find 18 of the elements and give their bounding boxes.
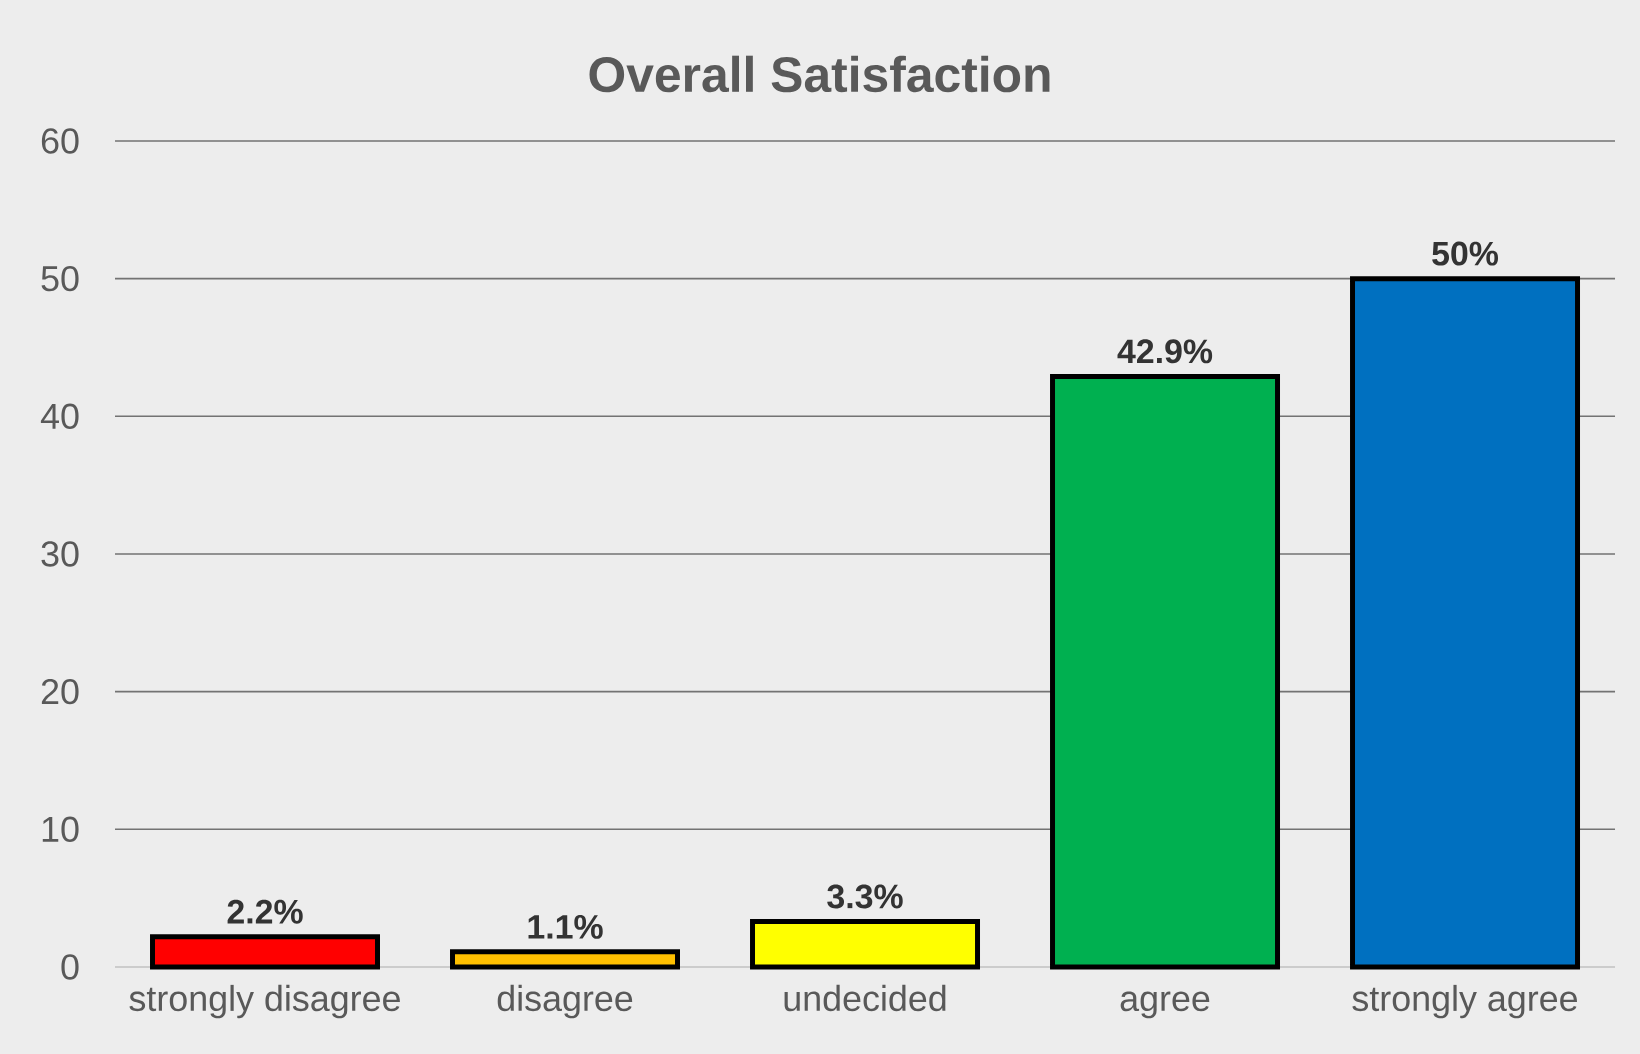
x-tick-label: disagree	[497, 984, 633, 1019]
data-label: 3.3%	[827, 884, 903, 909]
y-tick-label: 20	[41, 678, 79, 705]
data-label: 1.1%	[528, 914, 603, 939]
data-label: 42.9%	[1117, 339, 1213, 364]
y-tick-label: 50	[41, 265, 79, 292]
x-tick-label: strongly agree	[1352, 984, 1577, 1019]
y-tick-label: 0	[61, 954, 79, 980]
y-tick-label: 60	[41, 128, 79, 154]
data-label: 50%	[1432, 241, 1499, 266]
x-tick-label: strongly disagree	[129, 984, 400, 1019]
y-tick-label: 30	[41, 541, 79, 567]
y-tick-label: 40	[40, 403, 79, 430]
chart-title: Overall Satisfaction	[589, 55, 1050, 93]
x-tick-label: agree	[1120, 991, 1210, 1019]
y-tick-label: 10	[42, 816, 79, 843]
data-label: 2.2%	[227, 899, 303, 924]
x-tick-label: undecided	[784, 984, 946, 1012]
